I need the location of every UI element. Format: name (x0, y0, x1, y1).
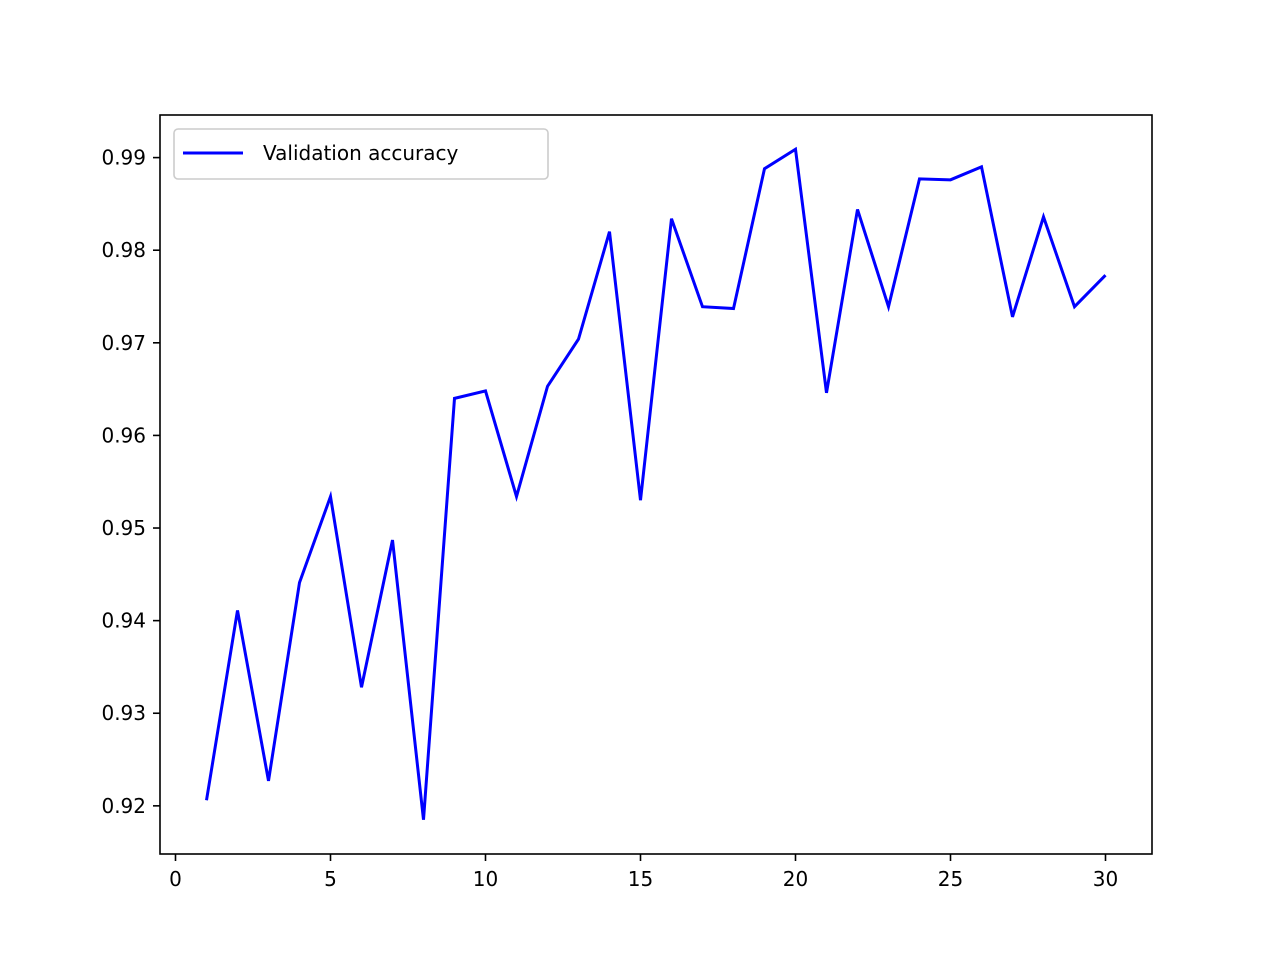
legend-label: Validation accuracy (263, 141, 459, 165)
x-tick-label: 20 (783, 867, 808, 891)
x-tick-label: 15 (628, 867, 653, 891)
x-tick-label: 0 (169, 867, 182, 891)
y-tick-label: 0.97 (101, 331, 146, 355)
y-tick-label: 0.96 (101, 423, 146, 447)
x-tick-label: 5 (324, 867, 337, 891)
y-tick-label: 0.95 (101, 516, 146, 540)
legend-box (173, 128, 549, 180)
series-line (205, 146, 1107, 820)
y-tick-label: 0.92 (101, 794, 146, 818)
x-tick-label: 30 (1093, 867, 1118, 891)
series-layer (205, 146, 1107, 820)
x-tick-label: 25 (938, 867, 963, 891)
x-tick-label: 10 (473, 867, 498, 891)
y-tick-label: 0.94 (101, 609, 146, 633)
x-axis: 0 5 10 15 20 25 30 (169, 854, 1118, 891)
plot-area (160, 115, 1152, 854)
y-tick-label: 0.99 (101, 146, 146, 170)
legend: Validation accuracy (173, 128, 549, 180)
y-tick-label: 0.98 (101, 238, 146, 262)
plot-frame (159, 114, 1153, 855)
y-tick-label: 0.93 (101, 701, 146, 725)
y-axis: 0.92 0.93 0.94 0.95 0.96 0.97 0.98 0.99 (101, 146, 160, 818)
